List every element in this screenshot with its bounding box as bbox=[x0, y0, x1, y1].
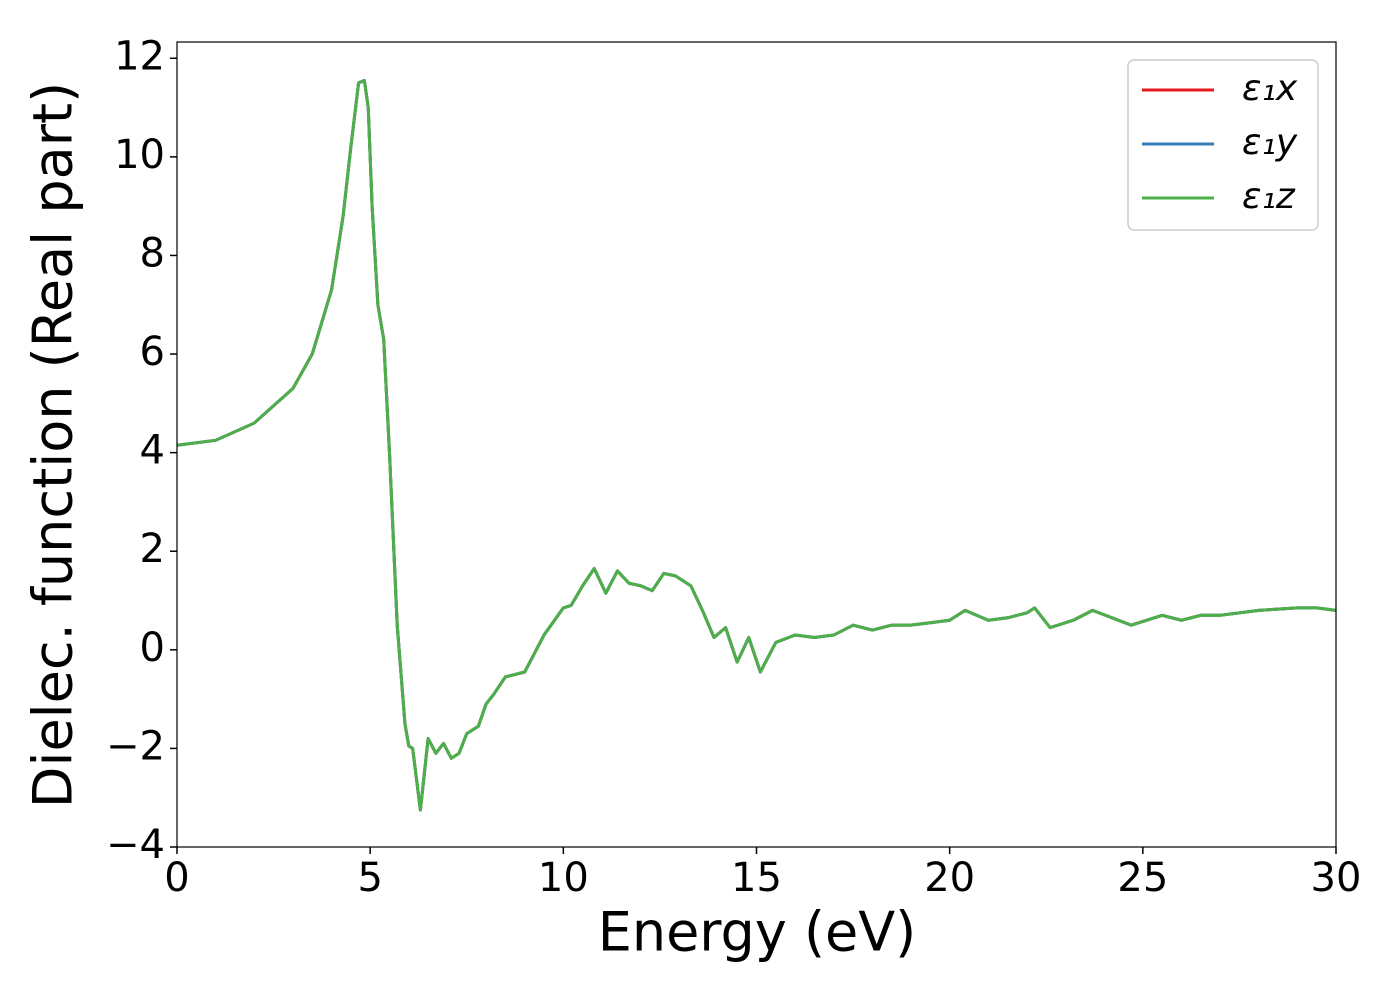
y-tick-label: −4 bbox=[106, 822, 165, 868]
y-tick-label: 6 bbox=[140, 329, 165, 375]
x-tick-label: 30 bbox=[1311, 855, 1362, 901]
legend-box bbox=[1127, 59, 1319, 231]
x-tick-label: 20 bbox=[924, 855, 975, 901]
legend-label: ε₁z bbox=[1242, 176, 1296, 217]
y-tick-label: 2 bbox=[140, 526, 165, 572]
x-tick-label: 0 bbox=[164, 855, 189, 901]
x-tick-label: 10 bbox=[538, 855, 589, 901]
x-axis-label: Energy (eV) bbox=[598, 901, 917, 964]
legend-label: ε₁x bbox=[1242, 68, 1298, 109]
y-tick-label: 4 bbox=[140, 428, 165, 474]
y-tick-label: 12 bbox=[114, 33, 165, 79]
y-tick-label: 8 bbox=[140, 230, 165, 276]
x-tick-label: 15 bbox=[731, 855, 782, 901]
legend-label: ε₁y bbox=[1242, 122, 1298, 163]
data-line bbox=[176, 78, 1337, 812]
y-tick-label: 10 bbox=[114, 132, 165, 178]
plot-frame bbox=[176, 41, 1337, 848]
y-tick-label: 0 bbox=[140, 625, 165, 671]
x-tick-label: 25 bbox=[1117, 855, 1168, 901]
y-axis-label: Dielec. function (Real part) bbox=[22, 82, 85, 808]
x-tick-label: 5 bbox=[357, 855, 382, 901]
y-tick-label: −2 bbox=[106, 723, 165, 769]
